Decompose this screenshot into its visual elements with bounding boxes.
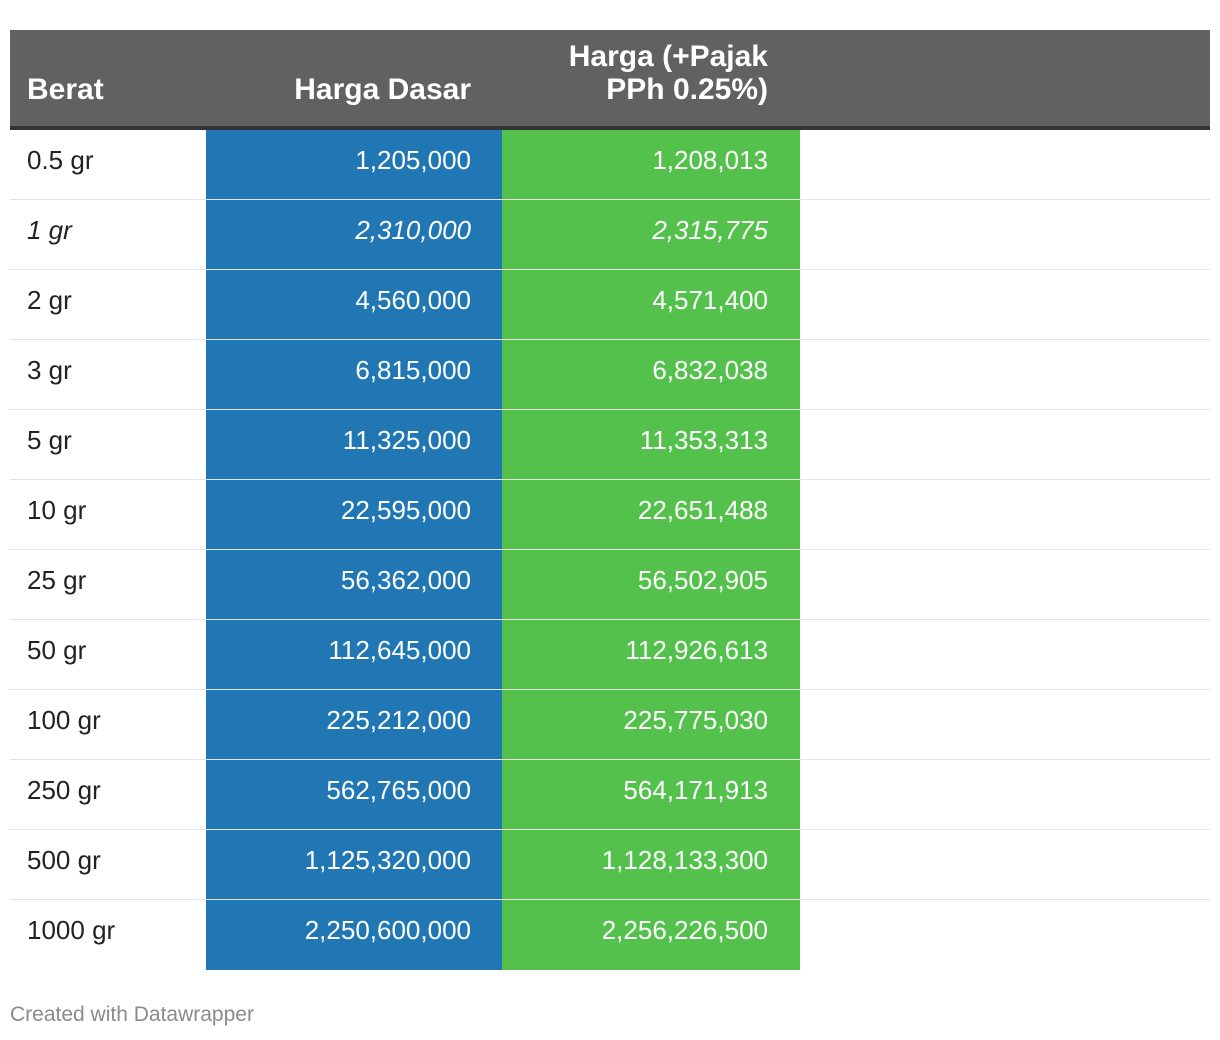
- cell-berat: 0.5 gr: [27, 145, 94, 175]
- table-row: 50 gr 112,645,000 112,926,613: [10, 620, 1210, 690]
- cell-harga-dasar: 225,212,000: [206, 690, 502, 759]
- table-row: 3 gr 6,815,000 6,832,038: [10, 340, 1210, 410]
- table-row: 5 gr 11,325,000 11,353,313: [10, 410, 1210, 480]
- table-row: 25 gr 56,362,000 56,502,905: [10, 550, 1210, 620]
- cell-harga-pajak: 11,353,313: [502, 410, 800, 479]
- cell-berat: 1 gr: [27, 215, 72, 245]
- cell-harga-dasar: 112,645,000: [206, 620, 502, 689]
- cell-harga-pajak: 22,651,488: [502, 480, 800, 549]
- cell-berat: 500 gr: [27, 845, 101, 875]
- cell-berat: 10 gr: [27, 495, 87, 525]
- price-table: Berat Harga Dasar Harga (+Pajak PPh 0.25…: [10, 30, 1210, 970]
- cell-harga-pajak: 1,128,133,300: [502, 830, 800, 899]
- table-row: 0.5 gr 1,205,000 1,208,013: [10, 130, 1210, 200]
- header-harga-dasar: Harga Dasar: [294, 73, 471, 106]
- cell-berat: 250 gr: [27, 775, 101, 805]
- cell-harga-dasar: 56,362,000: [206, 550, 502, 619]
- header-harga-pajak: Harga (+Pajak PPh 0.25%): [502, 40, 768, 106]
- table-row: 1 gr 2,310,000 2,315,775: [10, 200, 1210, 270]
- cell-harga-pajak: 56,502,905: [502, 550, 800, 619]
- table-row: 500 gr 1,125,320,000 1,128,133,300: [10, 830, 1210, 900]
- cell-berat: 3 gr: [27, 355, 72, 385]
- table-row: 1000 gr 2,250,600,000 2,256,226,500: [10, 900, 1210, 970]
- cell-harga-pajak: 4,571,400: [502, 270, 800, 339]
- cell-harga-dasar: 2,310,000: [206, 200, 502, 269]
- table-row: 250 gr 562,765,000 564,171,913: [10, 760, 1210, 830]
- header-harga-pajak-line2: PPh 0.25%): [606, 73, 768, 106]
- cell-harga-pajak: 1,208,013: [502, 130, 800, 199]
- cell-berat: 100 gr: [27, 705, 101, 735]
- table-body: 0.5 gr 1,205,000 1,208,013 1 gr 2,310,000 2,3…: [10, 130, 1210, 970]
- cell-harga-dasar: 562,765,000: [206, 760, 502, 829]
- cell-harga-pajak: 564,171,913: [502, 760, 800, 829]
- cell-harga-dasar: 11,325,000: [206, 410, 502, 479]
- footer-credit: Created with Datawrapper: [10, 1003, 254, 1026]
- cell-harga-dasar: 1,205,000: [206, 130, 502, 199]
- cell-harga-dasar: 2,250,600,000: [206, 900, 502, 970]
- cell-harga-pajak: 112,926,613: [502, 620, 800, 689]
- header-harga-pajak-line1: Harga (+Pajak: [568, 40, 768, 73]
- header-berat: Berat: [27, 73, 104, 106]
- table-header: Berat Harga Dasar Harga (+Pajak PPh 0.25…: [10, 30, 1210, 130]
- cell-berat: 50 gr: [27, 635, 87, 665]
- table-row: 100 gr 225,212,000 225,775,030: [10, 690, 1210, 760]
- cell-harga-pajak: 6,832,038: [502, 340, 800, 409]
- cell-berat: 2 gr: [27, 285, 72, 315]
- cell-harga-dasar: 1,125,320,000: [206, 830, 502, 899]
- cell-harga-dasar: 22,595,000: [206, 480, 502, 549]
- cell-harga-pajak: 2,315,775: [502, 200, 800, 269]
- cell-berat: 1000 gr: [27, 915, 116, 945]
- cell-harga-dasar: 6,815,000: [206, 340, 502, 409]
- table-row: 2 gr 4,560,000 4,571,400: [10, 270, 1210, 340]
- cell-berat: 5 gr: [27, 425, 72, 455]
- cell-harga-pajak: 2,256,226,500: [502, 900, 800, 970]
- table-row: 10 gr 22,595,000 22,651,488: [10, 480, 1210, 550]
- cell-harga-dasar: 4,560,000: [206, 270, 502, 339]
- cell-harga-pajak: 225,775,030: [502, 690, 800, 759]
- cell-berat: 25 gr: [27, 565, 87, 595]
